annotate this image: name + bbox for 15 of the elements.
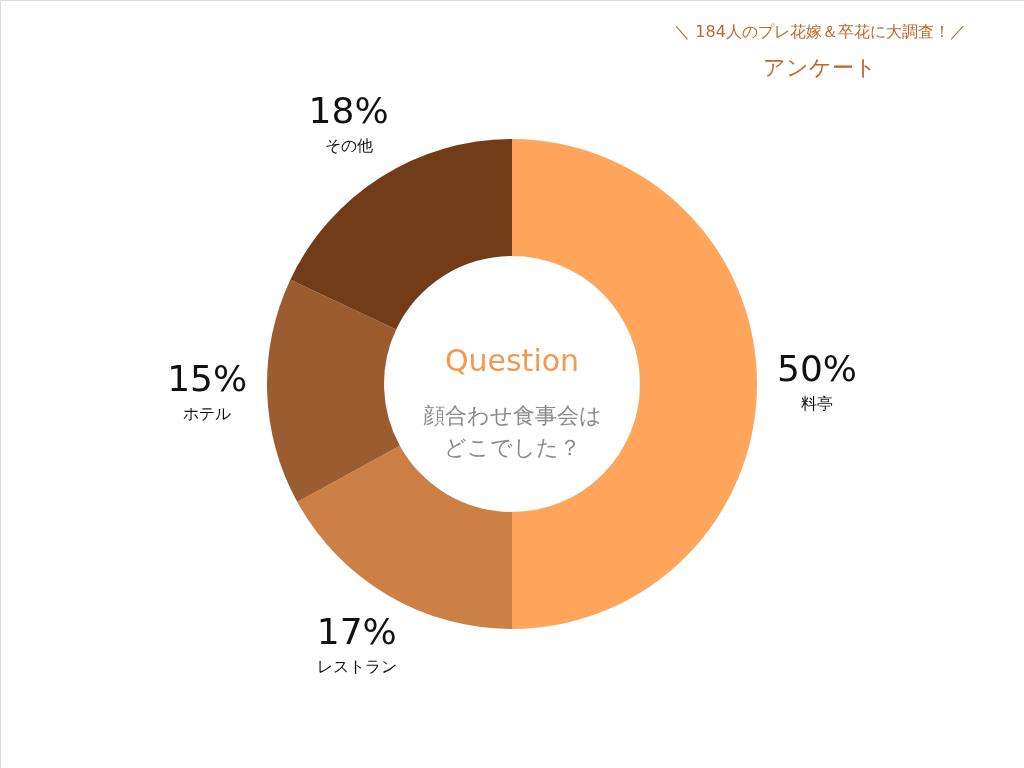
slice-label: レストラン: [316, 656, 397, 676]
text: Question: [444, 343, 580, 378]
data-label: 50%: [776, 348, 858, 389]
donut-slice: [290, 139, 512, 330]
slice-label: ホテル: [183, 403, 232, 423]
donut-slice: [267, 279, 400, 503]
text: 顔合わせ食事会は: [422, 403, 602, 428]
data-label: 17%: [316, 610, 397, 652]
text: どこでした？: [443, 435, 581, 460]
chart-title: ＼ 184人のプレ花嫁＆卒花に大調査！／: [674, 22, 966, 41]
slice-label: 料亭: [801, 394, 833, 413]
chart-subtitle: アンケート: [763, 55, 877, 80]
slice-label: その他: [324, 136, 373, 156]
data-label: 15%: [167, 357, 248, 399]
data-label: 18%: [308, 90, 389, 132]
